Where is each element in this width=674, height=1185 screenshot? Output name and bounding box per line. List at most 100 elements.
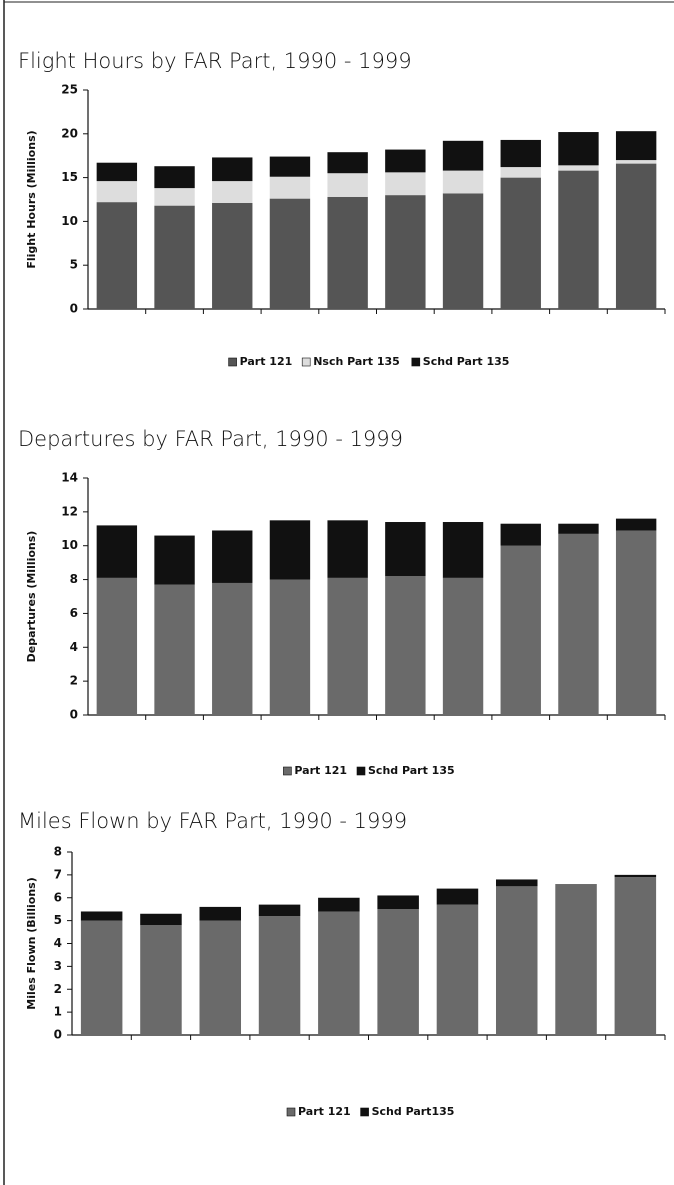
- bar-segment: [327, 173, 368, 197]
- legend-label: Part 121: [240, 355, 293, 368]
- bar-segment: [442, 140, 484, 171]
- bar-segment: [96, 181, 138, 203]
- y-tick-label: 0: [54, 1028, 62, 1042]
- bar-segment: [199, 906, 242, 921]
- chart-title: Flight Hours by FAR Part, 1990 - 1999: [18, 49, 412, 73]
- legend-swatch: [228, 357, 237, 367]
- bar-segment: [269, 176, 311, 199]
- y-tick-label: 12: [61, 504, 78, 518]
- y-tick-label: 8: [70, 572, 78, 586]
- y-tick-label: 0: [70, 708, 78, 722]
- bar-segment: [199, 920, 242, 1035]
- bar-segment: [442, 522, 484, 578]
- y-tick-label: 2: [54, 982, 62, 996]
- y-tick-label: 10: [61, 538, 78, 552]
- bar-segment: [614, 877, 657, 1035]
- legend-swatch: [360, 1107, 369, 1117]
- bar-segment: [212, 157, 253, 182]
- bar-segment: [96, 577, 138, 715]
- bar-segment: [154, 166, 195, 189]
- y-axis-label: Miles Flown (Billions): [25, 877, 38, 1009]
- legend-label: Schd Part 135: [368, 764, 455, 777]
- bar-segment: [269, 579, 311, 715]
- bar-segment: [615, 518, 657, 531]
- bar-segment: [258, 904, 301, 917]
- bar-segment: [558, 165, 599, 171]
- bar-segment: [258, 916, 301, 1035]
- bar-segment: [154, 188, 195, 206]
- legend-swatch: [356, 766, 366, 776]
- bar-segment: [154, 535, 195, 585]
- legend-swatch: [411, 357, 421, 367]
- bar-segment: [442, 577, 484, 715]
- y-tick-label: 25: [61, 83, 78, 97]
- bar-segment: [96, 525, 138, 578]
- bar-segment: [96, 202, 138, 309]
- legend-label: Schd Part135: [372, 1105, 455, 1118]
- y-tick-label: 7: [54, 867, 62, 881]
- bar-segment: [558, 132, 599, 166]
- y-tick-label: 14: [61, 471, 78, 485]
- chart-title: Departures by FAR Part, 1990 - 1999: [18, 427, 403, 451]
- bar-segment: [140, 913, 182, 926]
- legend-label: Nsch Part 135: [313, 355, 400, 368]
- y-tick-label: 2: [70, 674, 78, 688]
- bar-segment: [495, 879, 538, 887]
- chart-title: Miles Flown by FAR Part, 1990 - 1999: [18, 809, 407, 833]
- bar-segment: [500, 523, 541, 546]
- y-tick-label: 0: [70, 302, 78, 316]
- legend-label: Schd Part 135: [423, 355, 510, 368]
- bar-segment: [500, 167, 541, 178]
- y-tick-label: 6: [70, 606, 78, 620]
- bar-segment: [495, 886, 538, 1035]
- y-tick-label: 5: [70, 258, 78, 272]
- bar-segment: [385, 172, 426, 196]
- y-tick-label: 15: [61, 170, 78, 184]
- bar-segment: [327, 577, 368, 715]
- bar-segment: [327, 520, 368, 578]
- bar-segment: [500, 545, 541, 715]
- bar-segment: [500, 139, 541, 168]
- legend-label: Part 121: [298, 1105, 351, 1118]
- y-tick-label: 6: [54, 890, 62, 904]
- bar-segment: [212, 181, 253, 204]
- bar-segment: [212, 530, 253, 583]
- bar-segment: [555, 884, 597, 1035]
- bar-segment: [269, 198, 311, 309]
- bar-segment: [80, 920, 123, 1035]
- y-tick-label: 4: [54, 936, 62, 950]
- legend-label: Part 121: [294, 764, 347, 777]
- bar-segment: [377, 909, 419, 1035]
- y-tick-label: 20: [61, 126, 78, 140]
- bar-segment: [96, 162, 138, 182]
- bar-segment: [140, 925, 182, 1035]
- bar-segment: [436, 888, 479, 905]
- bar-segment: [615, 131, 657, 161]
- bar-segment: [442, 193, 484, 309]
- bar-segment: [269, 520, 311, 580]
- bar-segment: [385, 195, 426, 309]
- bar-segment: [436, 904, 479, 1035]
- bar-segment: [615, 163, 657, 309]
- y-tick-label: 8: [54, 845, 62, 859]
- legend-swatch: [286, 1107, 296, 1117]
- y-tick-label: 3: [54, 959, 62, 973]
- y-tick-label: 5: [54, 913, 62, 927]
- bar-segment: [269, 156, 311, 177]
- bar-segment: [558, 170, 599, 309]
- bar-segment: [327, 196, 368, 309]
- bar-segment: [212, 203, 253, 309]
- bar-segment: [615, 530, 657, 715]
- bar-segment: [385, 149, 426, 173]
- bar-segment: [442, 170, 484, 194]
- bar-segment: [80, 911, 123, 921]
- bar-segment: [212, 582, 253, 715]
- bar-segment: [500, 177, 541, 309]
- y-axis-label: Departures (Millions): [25, 531, 38, 663]
- y-axis-label: Flight Hours (Millions): [25, 130, 38, 268]
- bar-segment: [154, 584, 195, 715]
- legend-swatch: [301, 357, 311, 367]
- bar-segment: [614, 874, 657, 878]
- bar-segment: [154, 205, 195, 309]
